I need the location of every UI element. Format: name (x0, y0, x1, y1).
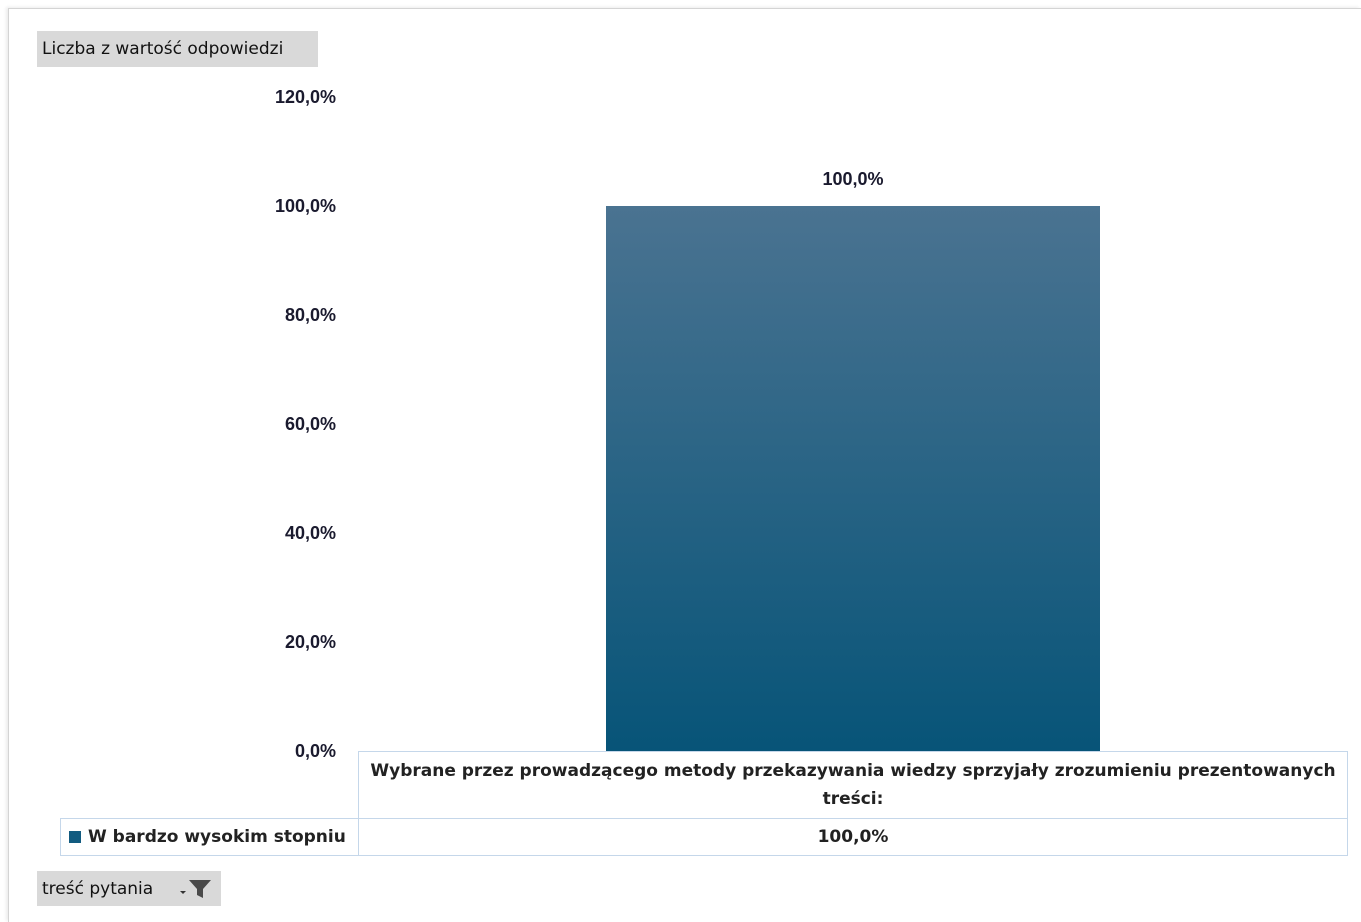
category-field-button[interactable]: treść pytania (37, 871, 221, 906)
y-tick-label: 20,0% (284, 632, 336, 652)
value-field-button[interactable]: Liczba z wartość odpowiedzi (37, 31, 318, 67)
legend-swatch-icon (69, 831, 81, 843)
data-table-value-cell: 100,0% (358, 818, 1348, 856)
y-tick-label: 120,0% (274, 87, 336, 107)
bar-data-label: 100,0% (822, 169, 884, 189)
bar[interactable] (606, 206, 1100, 751)
category-label: Wybrane przez prowadzącego metody przeka… (370, 761, 1336, 809)
y-tick-label: 60,0% (284, 414, 336, 434)
legend-key-cell: W bardzo wysokim stopniu (60, 818, 359, 856)
y-tick-label: 0,0% (294, 741, 336, 761)
category-field-label: treść pytania (42, 878, 154, 899)
filter-dropdown-icon[interactable] (177, 879, 213, 899)
legend-series-name: W bardzo wysokim stopniu (88, 827, 346, 847)
y-tick-label: 40,0% (284, 523, 336, 543)
value-field-label: Liczba z wartość odpowiedzi (42, 39, 284, 59)
y-tick-label: 100,0% (274, 196, 336, 216)
category-header-cell: Wybrane przez prowadzącego metody przeka… (358, 751, 1348, 819)
data-table-value: 100,0% (817, 827, 889, 847)
y-tick-label: 80,0% (284, 305, 336, 325)
